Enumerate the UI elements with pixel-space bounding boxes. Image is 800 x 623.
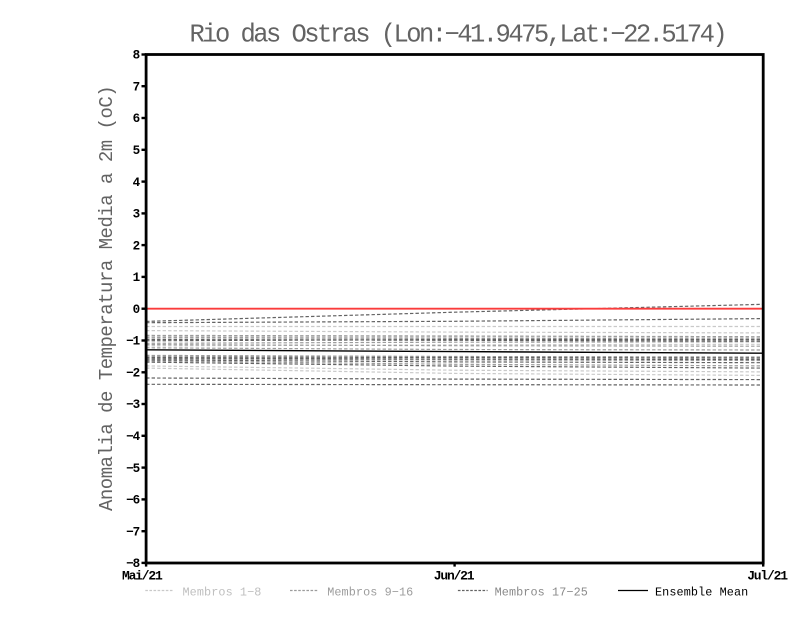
svg-text:Membros 1−8: Membros 1−8 bbox=[183, 586, 262, 600]
svg-text:3: 3 bbox=[133, 208, 140, 222]
svg-text:0: 0 bbox=[133, 303, 140, 317]
svg-text:5: 5 bbox=[133, 144, 140, 158]
svg-text:Ensemble Mean: Ensemble Mean bbox=[655, 586, 748, 600]
svg-text:−4: −4 bbox=[126, 430, 140, 444]
svg-text:6: 6 bbox=[133, 112, 140, 126]
svg-text:Membros 17−25: Membros 17−25 bbox=[495, 586, 588, 600]
svg-text:−6: −6 bbox=[126, 494, 139, 508]
svg-text:Membros 9−16: Membros 9−16 bbox=[327, 586, 413, 600]
svg-text:Rio das Ostras (Lon:−41.9475,L: Rio das Ostras (Lon:−41.9475,Lat:−22.517… bbox=[190, 21, 726, 50]
svg-text:−3: −3 bbox=[126, 398, 139, 412]
svg-text:−8: −8 bbox=[126, 557, 139, 571]
svg-text:4: 4 bbox=[133, 176, 141, 190]
svg-text:1: 1 bbox=[133, 271, 141, 285]
svg-text:−1: −1 bbox=[126, 335, 140, 349]
svg-text:−2: −2 bbox=[126, 367, 139, 381]
svg-text:Jul/21: Jul/21 bbox=[747, 569, 788, 584]
svg-text:Anomalia de Temperatura Media: Anomalia de Temperatura Media a 2m (oC) bbox=[96, 86, 118, 511]
svg-text:Mai/21: Mai/21 bbox=[122, 569, 163, 584]
svg-text:−7: −7 bbox=[126, 525, 139, 539]
svg-text:Jun/21: Jun/21 bbox=[434, 569, 475, 584]
svg-text:8: 8 bbox=[133, 49, 140, 63]
svg-text:7: 7 bbox=[133, 80, 140, 94]
svg-text:−5: −5 bbox=[126, 462, 139, 476]
svg-text:2: 2 bbox=[133, 239, 140, 253]
